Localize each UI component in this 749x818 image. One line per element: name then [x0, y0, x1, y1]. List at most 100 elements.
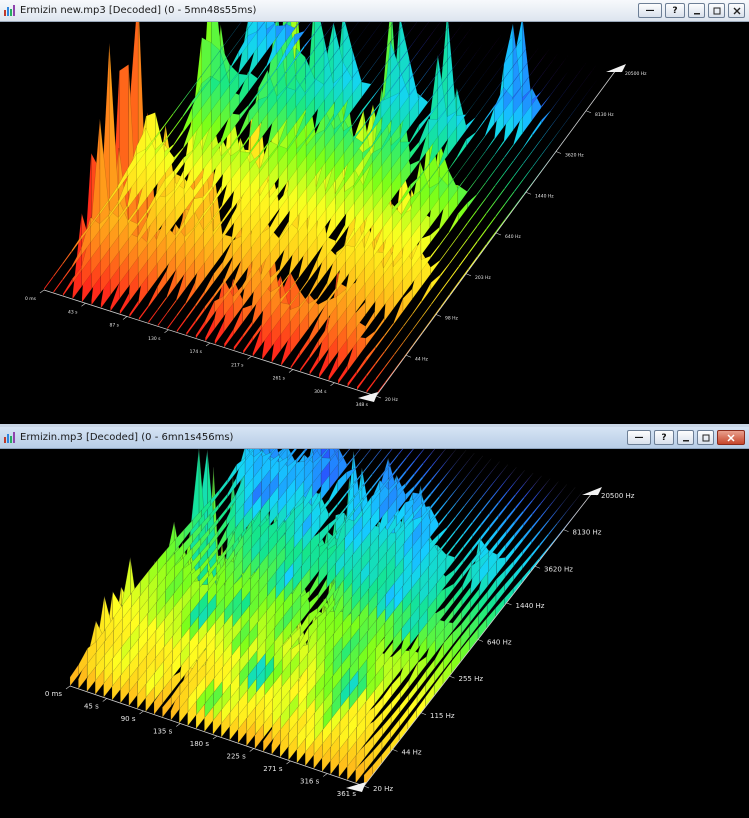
spectrum-cell	[242, 321, 253, 339]
spectrum-cell	[503, 23, 514, 128]
spectrum-cell	[447, 488, 457, 502]
title-bar[interactable]: Ermizin new.mp3 [Decoded] (0 - 5mn48s55m…	[0, 0, 749, 22]
time-tick-label: 316 s	[300, 778, 320, 786]
spectrum-cell	[148, 308, 158, 324]
spectrum-cell	[335, 224, 346, 245]
spectrum-cell	[475, 104, 485, 119]
spectrum-cell	[356, 374, 367, 391]
menu-button[interactable]: —	[638, 3, 662, 18]
spectrum-cell	[514, 509, 524, 525]
spectrum-cell	[493, 48, 503, 63]
spectrum-cell	[69, 663, 79, 687]
spectrum-cell	[550, 97, 561, 112]
spectrum-cell	[233, 334, 244, 352]
spectrum-cell	[176, 301, 186, 318]
spectrum-cell	[309, 354, 320, 376]
spectrum-cell	[446, 529, 456, 544]
spectrum-cell	[483, 30, 493, 44]
spectrum-cell	[447, 474, 458, 488]
spectrum-cell	[218, 493, 228, 510]
spectrum-cell	[454, 545, 464, 561]
spectrum-cell	[457, 160, 467, 175]
spectrum-cell	[541, 110, 551, 125]
time-tick-label: 0 ms	[25, 296, 37, 302]
spectrum-cell	[466, 147, 476, 163]
time-tick-label: 45 s	[84, 703, 99, 711]
spectrum-cell	[495, 171, 505, 187]
spectrum-cell	[550, 82, 560, 97]
spectrum-cell	[566, 487, 576, 500]
minimize-icon	[693, 12, 700, 14]
spectrum-cell	[490, 474, 500, 488]
spectrum-cell	[166, 298, 177, 315]
spectrum-cell	[173, 100, 183, 115]
spectrum-cell	[550, 113, 561, 128]
spectrum-cell	[578, 60, 588, 74]
spectrum-cell	[397, 449, 404, 457]
spectrum-cell	[454, 22, 465, 35]
maximize-icon	[702, 434, 709, 441]
spectrum-cell	[513, 162, 524, 178]
spectrum-cell	[438, 512, 448, 527]
freq-tick-label: 3620 Hz	[544, 565, 573, 573]
menu-button[interactable]: —	[627, 430, 651, 445]
close-button[interactable]	[717, 430, 745, 445]
spectrum-cell	[467, 194, 477, 209]
help-button[interactable]: ?	[654, 430, 674, 445]
spectrum-cell	[62, 265, 73, 282]
spectrum-cell	[374, 317, 385, 335]
spectrum-cell	[248, 71, 258, 93]
spectrum-cell	[157, 295, 167, 312]
time-tick-label: 225 s	[227, 753, 247, 761]
spectrum-cell	[493, 64, 503, 78]
spectrum-cell	[157, 311, 168, 327]
spectrum-cell	[457, 450, 467, 462]
spectrum-cell	[228, 25, 239, 40]
spectrum-cell	[439, 247, 450, 263]
spectrum-window-2: Ermizin.mp3 [Decoded] (0 - 6mn1s456ms) —…	[0, 427, 749, 818]
freq-axis-arrow-icon	[582, 487, 602, 495]
maximize-button[interactable]	[708, 3, 725, 18]
spectrum-cell	[465, 101, 476, 116]
freq-tick-label: 44 Hz	[415, 356, 429, 362]
spectrum-cell	[476, 196, 487, 212]
spectrum-cell	[467, 224, 478, 241]
spectrum-cell	[540, 48, 550, 62]
minimize-button[interactable]	[677, 430, 694, 445]
freq-tick-label: 20 Hz	[385, 397, 399, 403]
spectrum-cell	[488, 527, 498, 544]
spectrum-cell	[476, 212, 487, 228]
spectrum-app-icon	[4, 5, 15, 16]
spectrum-cell	[532, 475, 542, 488]
spectrum-cell	[473, 455, 483, 468]
close-button[interactable]	[728, 3, 745, 18]
spectrum-cell	[205, 318, 215, 343]
spectrum-cell	[515, 496, 525, 511]
freq-tick	[506, 602, 512, 606]
spectrum-cell	[173, 115, 183, 131]
spectrum-cell	[530, 45, 541, 59]
time-tick-label: 174 s	[190, 349, 203, 355]
spectrum-cell	[557, 484, 567, 497]
time-tick	[205, 342, 211, 347]
spectrum-cell	[237, 22, 242, 28]
minimize-button[interactable]	[688, 3, 705, 18]
window-title: Ermizin new.mp3 [Decoded] (0 - 5mn48s55m…	[20, 5, 257, 16]
spectrum-cell	[474, 58, 484, 72]
spectrum-cell	[532, 488, 542, 502]
spectrum-cell	[495, 187, 505, 203]
maximize-button[interactable]	[697, 430, 714, 445]
title-bar[interactable]: Ermizin.mp3 [Decoded] (0 - 6mn1s456ms) —…	[0, 427, 749, 449]
spectrum-cell	[578, 91, 589, 106]
spectrum-cell	[507, 467, 517, 480]
spectrum-cell	[464, 493, 474, 508]
spectrum-cell	[119, 293, 130, 315]
spectrum-cell	[53, 278, 63, 294]
spectrum-cell	[445, 554, 455, 573]
spectrum-cell	[485, 184, 496, 200]
spectrum-cell	[361, 68, 371, 83]
spectrum-cell	[366, 362, 376, 378]
spectrum-cell	[173, 146, 184, 162]
help-button[interactable]: ?	[665, 3, 685, 18]
spectrum-cell	[505, 533, 515, 550]
